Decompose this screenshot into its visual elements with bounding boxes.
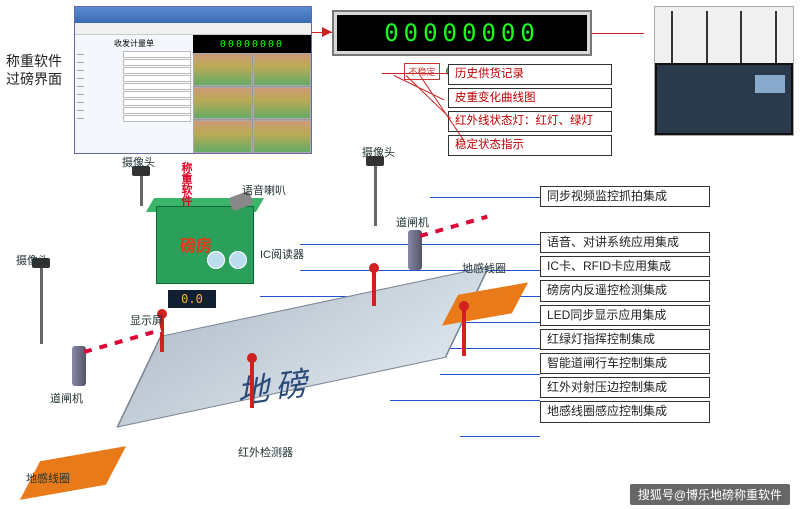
ir-post [372,268,376,306]
label-ic: IC阅读器 [260,246,304,262]
sw-field: — [77,59,191,66]
callout: 红外线状态灯：红灯、绿灯 [448,111,612,132]
caption-l2: 过磅界面 [6,70,66,88]
sw-field: — [77,51,191,58]
callout: 红外对射压边控制集成 [540,377,710,398]
cam-thumb [253,53,312,86]
label-camera-l: 摄像头 [16,252,49,268]
connector [592,33,644,34]
hardware-unit [654,6,794,136]
label-camera-r: 摄像头 [362,144,395,160]
gate-arm-right [419,215,487,238]
callout: 智能道闸行车控制集成 [540,353,710,374]
sw-form: 收发计量单 — — — — — — — — — [75,35,193,153]
camera-pole-right [374,162,377,226]
sw-toolbar [75,23,311,35]
callout: 语音、对讲系统应用集成 [540,232,710,253]
sw-body: 收发计量单 — — — — — — — — — 00000000 [75,35,311,153]
label-loop-l: 地感线圈 [26,470,70,486]
sw-lcd: 00000000 [193,35,311,53]
big-lcd-frame: 00000000 [332,10,592,56]
callout: IC卡、RFID卡应用集成 [540,256,710,277]
sw-field: — [77,115,191,122]
label-camera-c: 摄像头 [122,154,155,170]
label-gate-l: 道闸机 [50,390,83,406]
callout: 历史供货记录 [448,64,612,85]
callout: 地感线圈感应控制集成 [540,401,710,422]
hw-screen [755,75,785,93]
label-software-vert: 称重软件 [178,162,194,212]
weighbridge-scene: 地磅 磅房 0.0 摄像头 摄像头 摄像头 道闸机 道闸机 地感线圈 地感线圈 … [10,168,530,498]
callout: 同步视频监控抓拍集成 [540,186,710,207]
ir-post [462,306,466,356]
cam-thumb [253,87,312,120]
callout: LED同步显示应用集成 [540,305,710,326]
sw-field: — [77,83,191,90]
gate-arm-left [83,328,161,354]
house-window [229,251,247,269]
cam-thumb [193,120,252,153]
watermark: 搜狐号@博乐地磅称重软件 [630,484,790,505]
callout: 磅房内反遥控检测集成 [540,280,710,301]
sw-field: — [77,107,191,114]
callout: 稳定状态指示 [448,135,612,156]
label-speaker: 语音喇叭 [242,182,286,198]
sw-field: — [77,75,191,82]
caption-l1: 称重软件 [6,52,66,70]
callout-list-bot: 语音、对讲系统应用集成 IC卡、RFID卡应用集成 磅房内反遥控检测集成 LED… [540,232,710,426]
camera-pole-center [140,172,143,206]
camera-pole-left [40,264,43,344]
interface-caption: 称重软件 过磅界面 [6,52,66,88]
label-display: 显示屏 [130,312,163,328]
sw-form-title: 收发计量单 [77,38,191,49]
sw-titlebar [75,7,311,23]
house-lcd: 0.0 [168,290,216,308]
callout: 红绿灯指挥控制集成 [540,329,710,350]
sw-field: — [77,99,191,106]
cam-thumb [253,120,312,153]
antennas [655,5,793,67]
house-name: 磅房 [180,232,212,256]
ir-post [250,358,254,408]
cam-thumb [193,53,252,86]
sw-field: — [77,91,191,98]
sw-right: 00000000 [193,35,311,153]
software-window: 收发计量单 — — — — — — — — — 00000000 [74,6,312,154]
cam-thumb [193,87,252,120]
label-gate-r: 道闸机 [396,214,429,230]
arrow-icon [322,27,332,37]
label-ir: 红外检测器 [238,444,293,460]
hw-case [655,63,793,135]
sw-field: — [77,67,191,74]
label-loop-r: 地感线圈 [462,260,506,276]
callout: 皮重变化曲线图 [448,88,612,109]
big-lcd: 00000000 [337,15,587,51]
connector [382,73,448,74]
callout-list-mid: 同步视频监控抓拍集成 [540,186,710,210]
callout-list-top: 历史供货记录 皮重变化曲线图 红外线状态灯：红灯、绿灯 稳定状态指示 [448,64,612,159]
sw-camera-grid [193,53,311,153]
